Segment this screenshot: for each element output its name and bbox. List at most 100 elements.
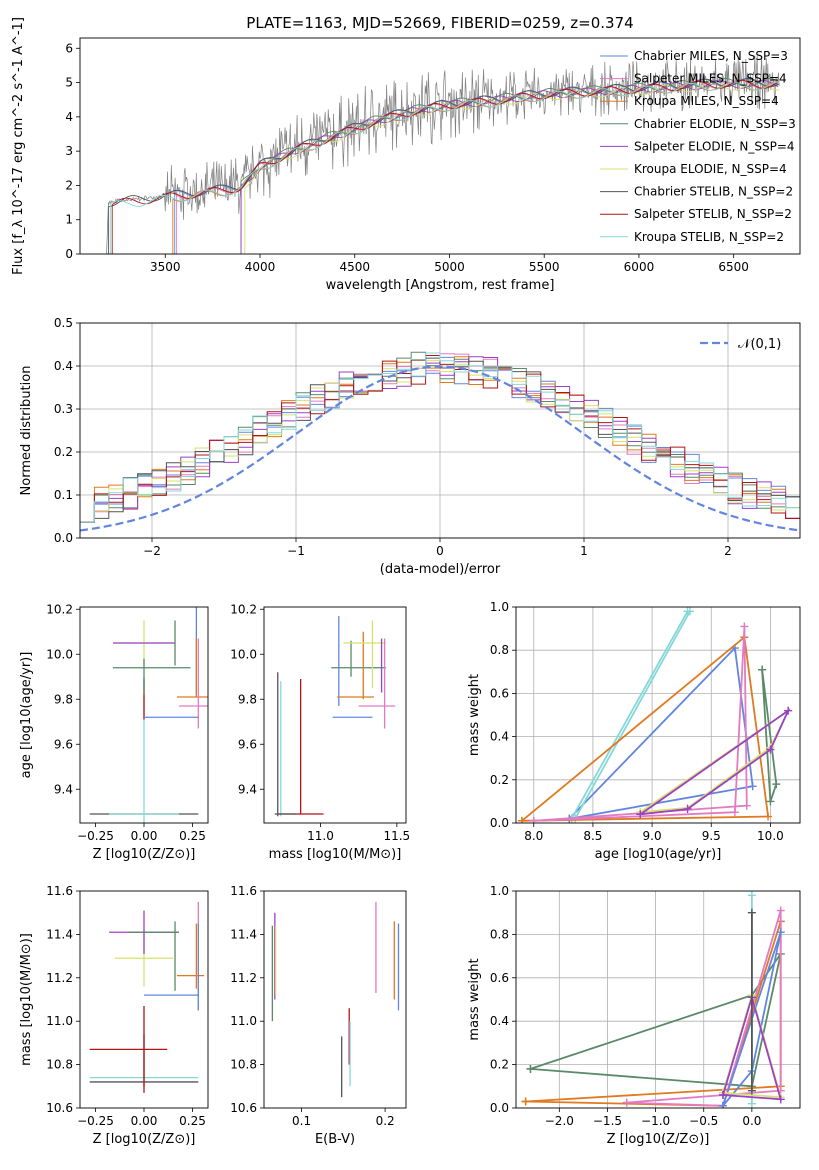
y-tick-label: 11.0 xyxy=(46,1014,73,1028)
axes-frame xyxy=(515,606,801,824)
x-tick-label: 6000 xyxy=(624,260,655,274)
model-spectrum-chabrier-stelib xyxy=(107,78,780,254)
weight-marker xyxy=(636,810,645,819)
y-tick-label: 10.2 xyxy=(230,602,257,616)
plot-area xyxy=(516,607,800,823)
model-spectrum-kroupa-elodie xyxy=(244,81,780,254)
model-spectrum-kroupa-stelib xyxy=(109,81,779,254)
panel-residuals: −2 −1 0 1 2 0.0 0.1 0.2 0.3 0.4 0.5 (data-model)/er… xyxy=(19,316,801,577)
weight-marker xyxy=(776,906,785,915)
axes-frame xyxy=(79,890,209,1109)
y-tick-label: 0.2 xyxy=(54,445,73,459)
x-tick-label: 10.0 xyxy=(757,829,784,843)
y-tick-label: 0.6 xyxy=(490,971,509,985)
weight-marker xyxy=(747,908,756,917)
plot-area xyxy=(89,607,208,823)
panel-age_vs_Z: −0.25 0.00 0.25 9.4 9.6 9.8 10.0 10.2 Z [log10(Z… xyxy=(19,602,209,862)
x-axis-label: wavelength [Angstrom, rest frame] xyxy=(326,278,555,293)
x-tick-label: 8.0 xyxy=(524,829,543,843)
weight-marker xyxy=(730,808,739,817)
weight-marker xyxy=(747,1099,756,1108)
y-tick-label: 1 xyxy=(65,213,73,227)
axes-frame xyxy=(79,322,801,539)
y-tick-label: 9.8 xyxy=(54,692,73,706)
x-tick-label: 5000 xyxy=(434,260,465,274)
weight-marker xyxy=(748,782,757,791)
y-tick-label: 0.4 xyxy=(490,730,509,744)
panel-age_vs_mass: 11.0 11.5 9.4 9.6 9.8 10.0 10.2 mass [log10(M/M… xyxy=(230,602,410,862)
y-tick-label: 0.3 xyxy=(54,402,73,416)
y-tick-label: 0.8 xyxy=(490,927,509,941)
model-spectrum-salpeter-stelib xyxy=(111,79,778,254)
y-axis-label: mass weight xyxy=(467,674,482,756)
y-tick-label: 0.8 xyxy=(490,643,509,657)
y-tick-label: 1.0 xyxy=(490,600,509,614)
y-axis-label: age [log10(age/yr)] xyxy=(19,652,34,779)
weight-marker xyxy=(521,1097,530,1106)
x-tick-label: 0.2 xyxy=(376,1114,395,1128)
panel-weight_vs_Z: −2.0 −1.5 −1.0 −0.5 0.0 0.0 0.2 0.4 0.6 0.8 1.0 Z [… xyxy=(467,884,801,1147)
legend-label: Chabrier STELIB, N_SSP=2 xyxy=(634,185,793,199)
x-tick-label: 0 xyxy=(436,544,444,558)
weight-marker xyxy=(747,891,756,900)
legend-label: Kroupa ELODIE, N_SSP=4 xyxy=(634,162,787,176)
plot-area xyxy=(271,901,400,1098)
y-tick-label: 0.5 xyxy=(54,316,73,330)
axes-frame xyxy=(263,606,407,824)
x-tick-label: 0.1 xyxy=(292,1114,311,1128)
figure-title: PLATE=1163, MJD=52669, FIBERID=0259, z=0… xyxy=(246,14,633,32)
y-tick-label: 11.6 xyxy=(230,884,257,898)
y-tick-label: 3 xyxy=(65,144,73,158)
y-tick-label: 10.8 xyxy=(230,1058,257,1072)
panel-mass_vs_Z: −0.25 0.00 0.25 10.6 10.8 11.0 11.2 11.4 11.6 Z [… xyxy=(19,884,209,1147)
y-tick-label: 11.6 xyxy=(46,884,73,898)
x-axis-label: Z [log10(Z/Z⊙)] xyxy=(607,1132,710,1147)
y-tick-label: 11.4 xyxy=(46,927,73,941)
y-tick-label: 10.0 xyxy=(230,647,257,661)
x-tick-label: 2 xyxy=(724,544,732,558)
weight-marker xyxy=(683,804,692,813)
y-tick-label: 10.0 xyxy=(46,647,73,661)
y-tick-label: 11.2 xyxy=(230,971,257,985)
x-tick-label: −1 xyxy=(287,544,305,558)
axes-frame xyxy=(79,606,209,824)
weight-marker xyxy=(529,816,538,823)
x-axis-label: E(B-V) xyxy=(315,1132,355,1147)
weight-marker xyxy=(517,816,526,823)
weight-marker xyxy=(766,745,775,754)
legend-label: Chabrier MILES, N_SSP=3 xyxy=(634,49,788,63)
legend-label: Salpeter ELODIE, N_SSP=4 xyxy=(634,139,795,153)
x-tick-label: −0.25 xyxy=(77,1114,114,1128)
y-tick-label: 4 xyxy=(65,110,73,124)
y-tick-label: 9.6 xyxy=(238,737,257,751)
y-tick-label: 11.2 xyxy=(46,971,73,985)
plot-area xyxy=(89,901,205,1093)
y-tick-label: 10.8 xyxy=(46,1058,73,1072)
weight-marker xyxy=(685,607,694,616)
y-tick-label: 10.6 xyxy=(230,1101,257,1115)
y-tick-label: 10.2 xyxy=(46,602,73,616)
x-tick-label: 0.00 xyxy=(131,1114,158,1128)
plot-layer: 3500 4000 4500 5000 5500 6000 6500 0 1 2 3 4 5 6 wavel… xyxy=(11,17,801,1147)
y-tick-label: 0.0 xyxy=(490,1101,509,1115)
x-tick-label: −2 xyxy=(143,544,161,558)
weight-marker xyxy=(776,928,785,937)
x-tick-label: −1.0 xyxy=(641,1114,670,1128)
y-tick-label: 0.0 xyxy=(490,816,509,830)
legend-label: Kroupa STELIB, N_SSP=2 xyxy=(634,230,784,244)
x-axis-label: Z [log10(Z/Z⊙)] xyxy=(93,1132,196,1147)
weight-line-chabrier-elodie xyxy=(761,669,778,802)
y-tick-label: 0.2 xyxy=(490,773,509,787)
x-tick-label: 6500 xyxy=(718,260,749,274)
y-axis-label: Normed distribution xyxy=(19,366,34,496)
y-tick-label: 1.0 xyxy=(490,884,509,898)
weight-marker xyxy=(784,706,793,715)
x-tick-label: 3500 xyxy=(150,260,181,274)
legend-label: Salpeter MILES, N_SSP=4 xyxy=(634,72,787,86)
x-tick-label: 0.00 xyxy=(131,829,158,843)
x-tick-label: 11.0 xyxy=(307,829,334,843)
y-tick-label: 11.4 xyxy=(230,927,257,941)
y-tick-label: 11.0 xyxy=(230,1014,257,1028)
y-tick-label: 5 xyxy=(65,76,73,90)
